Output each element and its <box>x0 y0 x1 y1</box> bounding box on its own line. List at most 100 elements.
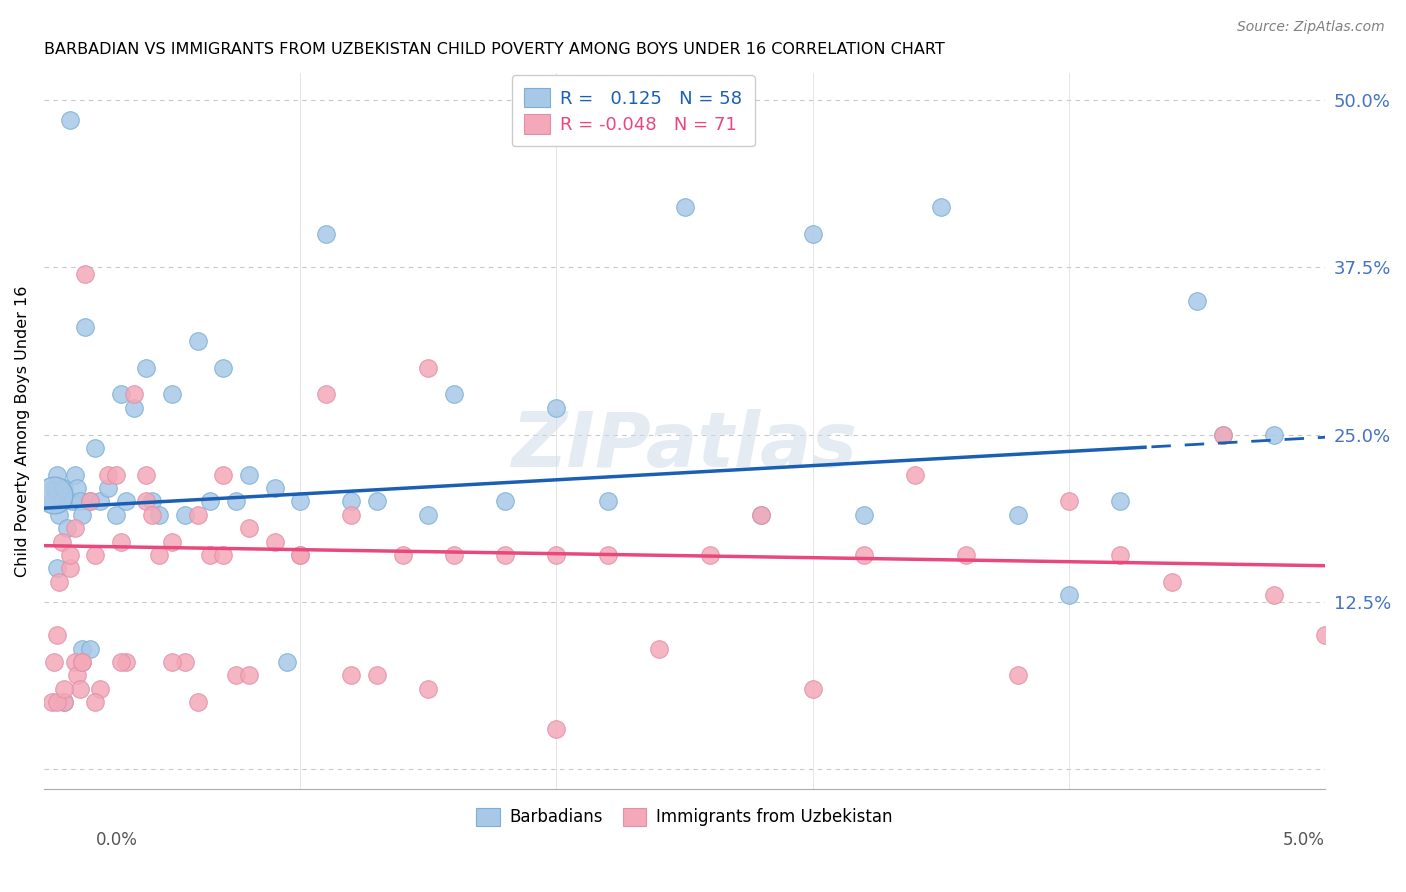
Point <box>104 508 127 522</box>
Point <box>443 548 465 562</box>
Text: Source: ZipAtlas.com: Source: ZipAtlas.com <box>1237 20 1385 34</box>
Point <box>212 360 235 375</box>
Text: BARBADIAN VS IMMIGRANTS FROM UZBEKISTAN CHILD POVERTY AMONG BOYS UNDER 16 CORREL: BARBADIAN VS IMMIGRANTS FROM UZBEKISTAN … <box>44 42 945 57</box>
Point <box>1057 588 1080 602</box>
Point <box>187 508 209 522</box>
Point <box>288 548 311 562</box>
Point <box>63 521 86 535</box>
Point <box>115 494 138 508</box>
Point <box>1160 574 1182 589</box>
Point <box>51 494 73 508</box>
Point <box>929 200 952 214</box>
Point <box>225 668 247 682</box>
Point <box>97 481 120 495</box>
Point <box>418 508 440 522</box>
Point <box>1212 427 1234 442</box>
Point <box>200 548 222 562</box>
Legend: Barbadians, Immigrants from Uzbekistan: Barbadians, Immigrants from Uzbekistan <box>468 799 901 835</box>
Text: 0.0%: 0.0% <box>96 831 138 849</box>
Point <box>315 387 337 401</box>
Point <box>673 200 696 214</box>
Point <box>53 695 76 709</box>
Point <box>135 360 157 375</box>
Point <box>44 488 66 502</box>
Point <box>1109 494 1132 508</box>
Point <box>1315 628 1337 642</box>
Point <box>44 481 66 495</box>
Point <box>187 334 209 348</box>
Point <box>173 655 195 669</box>
Point <box>546 401 568 415</box>
Point <box>340 668 363 682</box>
Point <box>135 494 157 508</box>
Point <box>187 695 209 709</box>
Point <box>1007 668 1029 682</box>
Point <box>263 481 285 495</box>
Point <box>69 681 91 696</box>
Point <box>1263 588 1285 602</box>
Point <box>110 655 132 669</box>
Point <box>596 494 619 508</box>
Text: 5.0%: 5.0% <box>1282 831 1324 849</box>
Point <box>135 467 157 482</box>
Point <box>141 508 163 522</box>
Point <box>73 320 96 334</box>
Point <box>263 534 285 549</box>
Point <box>51 534 73 549</box>
Point <box>53 681 76 696</box>
Point <box>212 548 235 562</box>
Point <box>852 508 875 522</box>
Point <box>110 387 132 401</box>
Point <box>69 494 91 508</box>
Point <box>122 387 145 401</box>
Point <box>238 668 260 682</box>
Point <box>225 494 247 508</box>
Point <box>315 227 337 241</box>
Point <box>58 113 80 128</box>
Point <box>751 508 773 522</box>
Point <box>79 494 101 508</box>
Point <box>340 494 363 508</box>
Point <box>53 481 76 495</box>
Point <box>122 401 145 415</box>
Point <box>852 548 875 562</box>
Point <box>84 441 107 455</box>
Point <box>56 521 79 535</box>
Point <box>72 655 94 669</box>
Point <box>160 655 183 669</box>
Point <box>1212 427 1234 442</box>
Point <box>955 548 977 562</box>
Point <box>84 695 107 709</box>
Point <box>79 494 101 508</box>
Point <box>45 561 67 575</box>
Point <box>53 695 76 709</box>
Point <box>648 641 671 656</box>
Point <box>41 494 63 508</box>
Point <box>340 508 363 522</box>
Point <box>366 668 388 682</box>
Point <box>97 467 120 482</box>
Point <box>89 681 111 696</box>
Point <box>73 267 96 281</box>
Point <box>366 494 388 508</box>
Point <box>48 574 70 589</box>
Point <box>148 508 170 522</box>
Point <box>160 387 183 401</box>
Point <box>115 655 138 669</box>
Point <box>276 655 298 669</box>
Point <box>238 467 260 482</box>
Point <box>60 494 83 508</box>
Point <box>546 722 568 736</box>
Point <box>104 467 127 482</box>
Point <box>238 521 260 535</box>
Point <box>546 548 568 562</box>
Point <box>63 467 86 482</box>
Point <box>1263 427 1285 442</box>
Point <box>751 508 773 522</box>
Point <box>173 508 195 522</box>
Point <box>45 628 67 642</box>
Point <box>89 494 111 508</box>
Point <box>160 534 183 549</box>
Point <box>904 467 927 482</box>
Point <box>63 655 86 669</box>
